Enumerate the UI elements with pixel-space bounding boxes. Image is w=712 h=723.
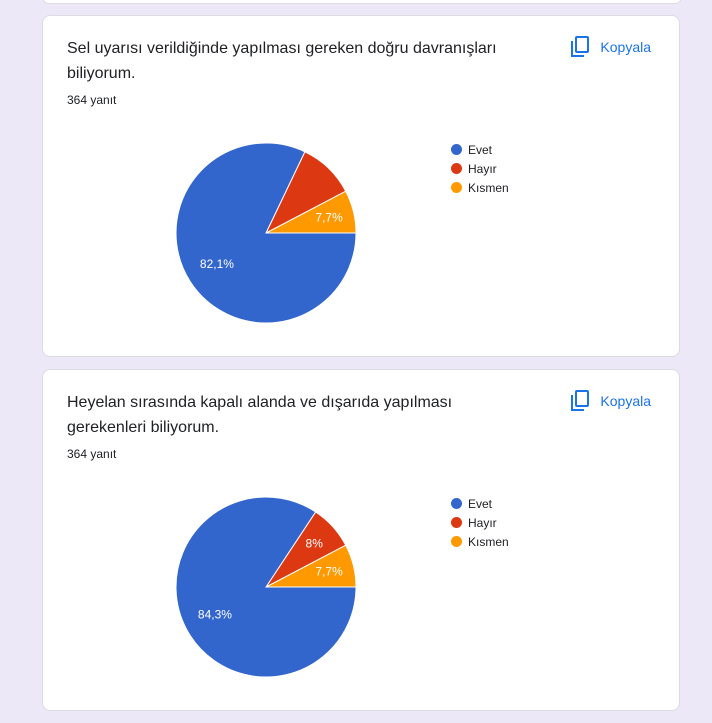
legend-item: Hayır: [451, 159, 509, 178]
chart-legend: Evet Hayır Kısmen: [451, 494, 509, 551]
legend-dot-icon: [451, 517, 462, 528]
copy-icon: [571, 390, 590, 411]
question-card-1: Sel uyarısı verildiğinde yapılması gerek…: [42, 15, 680, 357]
copy-label: Kopyala: [600, 39, 651, 55]
legend-dot-icon: [451, 144, 462, 155]
question-card-2: Heyelan sırasında kapalı alanda ve dışar…: [42, 369, 680, 711]
slice-label: 8%: [306, 536, 324, 550]
copy-icon: [571, 36, 590, 57]
legend-label: Hayır: [468, 515, 497, 530]
legend-dot-icon: [451, 182, 462, 193]
legend-item: Kısmen: [451, 532, 509, 551]
pie-slice-evet[interactable]: [175, 142, 357, 324]
legend-item: Evet: [451, 494, 509, 513]
pie-chart: 7,7% 82,1%: [175, 142, 357, 324]
legend-label: Evet: [468, 496, 493, 511]
slice-label: 7,7%: [315, 564, 343, 578]
previous-card-edge: [42, 0, 682, 4]
copy-label: Kopyala: [600, 393, 651, 409]
legend-label: Kısmen: [468, 534, 509, 549]
chart-legend: Evet Hayır Kısmen: [451, 140, 509, 197]
legend-item: Evet: [451, 140, 509, 159]
slice-label: 84,3%: [198, 607, 232, 621]
response-count: 364 yanıt: [67, 447, 117, 461]
legend-dot-icon: [451, 536, 462, 547]
legend-dot-icon: [451, 498, 462, 509]
legend-label: Hayır: [468, 161, 497, 176]
slice-label: 82,1%: [200, 257, 234, 271]
slice-label: 7,7%: [315, 210, 343, 224]
legend-item: Hayır: [451, 513, 509, 532]
question-title: Heyelan sırasında kapalı alanda ve dışar…: [67, 394, 453, 436]
legend-label: Evet: [468, 142, 493, 157]
legend-label: Kısmen: [468, 180, 509, 195]
response-count: 364 yanıt: [67, 93, 117, 107]
copy-button[interactable]: Kopyala: [570, 36, 651, 58]
legend-item: Kısmen: [451, 178, 509, 197]
question-title: Sel uyarısı verildiğinde yapılması gerek…: [67, 40, 497, 82]
legend-dot-icon: [451, 163, 462, 174]
pie-chart: 7,7% 8% 84,3%: [175, 496, 357, 678]
copy-button[interactable]: Kopyala: [570, 390, 651, 412]
pie-slice-evet[interactable]: [175, 496, 357, 678]
